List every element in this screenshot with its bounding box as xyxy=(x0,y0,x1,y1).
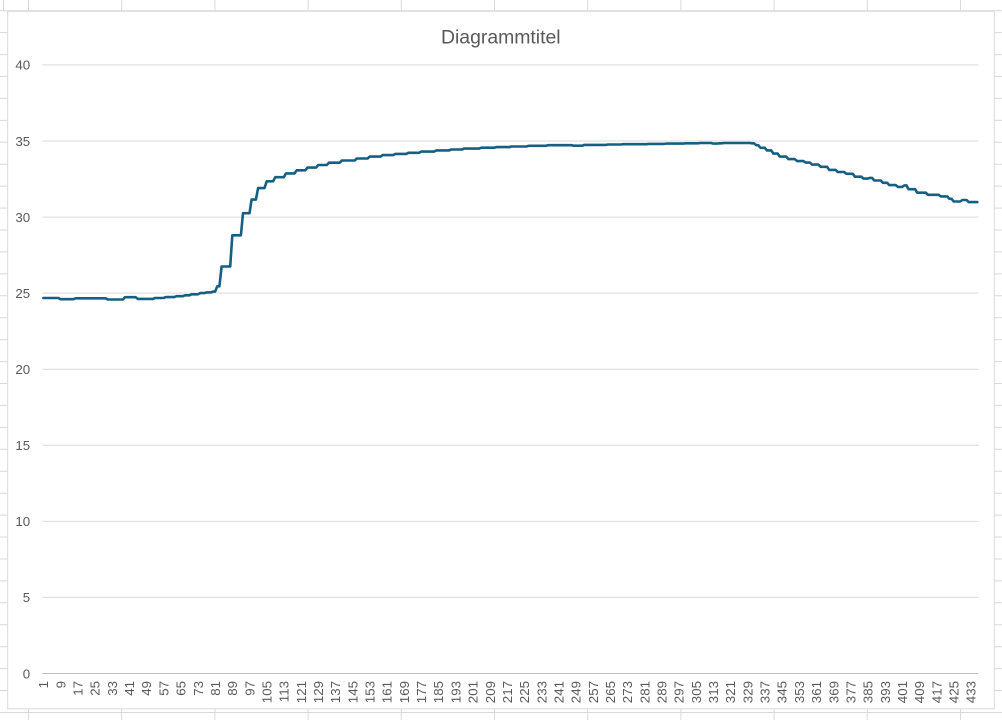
svg-text:289: 289 xyxy=(655,681,670,703)
svg-text:305: 305 xyxy=(689,681,704,703)
svg-text:65: 65 xyxy=(174,681,189,696)
svg-text:393: 393 xyxy=(878,681,893,703)
svg-text:81: 81 xyxy=(208,681,223,696)
svg-text:49: 49 xyxy=(139,681,154,696)
svg-text:97: 97 xyxy=(242,681,257,696)
svg-text:25: 25 xyxy=(15,286,30,301)
svg-text:185: 185 xyxy=(431,681,446,703)
svg-text:137: 137 xyxy=(328,681,343,703)
svg-text:313: 313 xyxy=(706,681,721,703)
svg-text:33: 33 xyxy=(105,681,120,696)
svg-text:337: 337 xyxy=(758,681,773,703)
svg-text:17: 17 xyxy=(71,681,86,696)
svg-text:73: 73 xyxy=(191,681,206,696)
svg-text:201: 201 xyxy=(466,681,481,703)
svg-text:20: 20 xyxy=(15,362,30,377)
svg-text:1: 1 xyxy=(36,681,51,688)
svg-text:297: 297 xyxy=(672,681,687,703)
svg-text:249: 249 xyxy=(569,681,584,703)
svg-text:25: 25 xyxy=(88,681,103,696)
svg-text:417: 417 xyxy=(929,681,944,703)
svg-text:425: 425 xyxy=(947,681,962,703)
svg-text:225: 225 xyxy=(517,681,532,703)
svg-text:433: 433 xyxy=(964,681,979,703)
svg-text:129: 129 xyxy=(311,681,326,703)
svg-text:10: 10 xyxy=(15,514,30,529)
svg-text:169: 169 xyxy=(397,681,412,703)
svg-text:Diagrammtitel: Diagrammtitel xyxy=(441,27,561,49)
svg-text:105: 105 xyxy=(260,681,275,703)
svg-text:409: 409 xyxy=(912,681,927,703)
svg-text:329: 329 xyxy=(740,681,755,703)
svg-text:401: 401 xyxy=(895,681,910,703)
svg-text:9: 9 xyxy=(53,681,68,688)
svg-text:209: 209 xyxy=(483,681,498,703)
svg-text:5: 5 xyxy=(23,590,30,605)
svg-text:377: 377 xyxy=(844,681,859,703)
svg-text:145: 145 xyxy=(345,681,360,703)
svg-text:321: 321 xyxy=(723,681,738,703)
svg-text:385: 385 xyxy=(861,681,876,703)
svg-text:15: 15 xyxy=(15,438,30,453)
svg-text:0: 0 xyxy=(23,666,30,681)
svg-text:177: 177 xyxy=(414,681,429,703)
svg-text:369: 369 xyxy=(826,681,841,703)
svg-text:257: 257 xyxy=(586,681,601,703)
svg-text:233: 233 xyxy=(534,681,549,703)
svg-text:113: 113 xyxy=(277,681,292,702)
svg-text:193: 193 xyxy=(448,681,463,703)
svg-text:121: 121 xyxy=(294,681,309,703)
svg-text:217: 217 xyxy=(500,681,515,703)
svg-text:89: 89 xyxy=(225,681,240,696)
svg-text:35: 35 xyxy=(15,134,30,149)
svg-text:41: 41 xyxy=(122,681,137,696)
svg-text:265: 265 xyxy=(603,681,618,703)
svg-text:353: 353 xyxy=(792,681,807,703)
svg-text:361: 361 xyxy=(809,681,824,703)
svg-text:57: 57 xyxy=(156,681,171,696)
svg-text:30: 30 xyxy=(15,210,30,225)
svg-text:281: 281 xyxy=(637,681,652,703)
svg-text:40: 40 xyxy=(15,58,30,73)
svg-text:345: 345 xyxy=(775,681,790,703)
svg-text:153: 153 xyxy=(363,681,378,703)
svg-text:273: 273 xyxy=(620,681,635,703)
svg-text:241: 241 xyxy=(552,681,567,703)
svg-text:161: 161 xyxy=(380,681,395,703)
